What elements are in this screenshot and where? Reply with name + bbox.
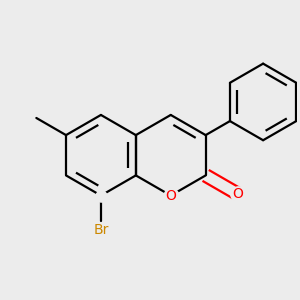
Text: Br: Br — [93, 223, 109, 237]
Text: O: O — [232, 187, 243, 201]
Text: O: O — [165, 189, 176, 202]
